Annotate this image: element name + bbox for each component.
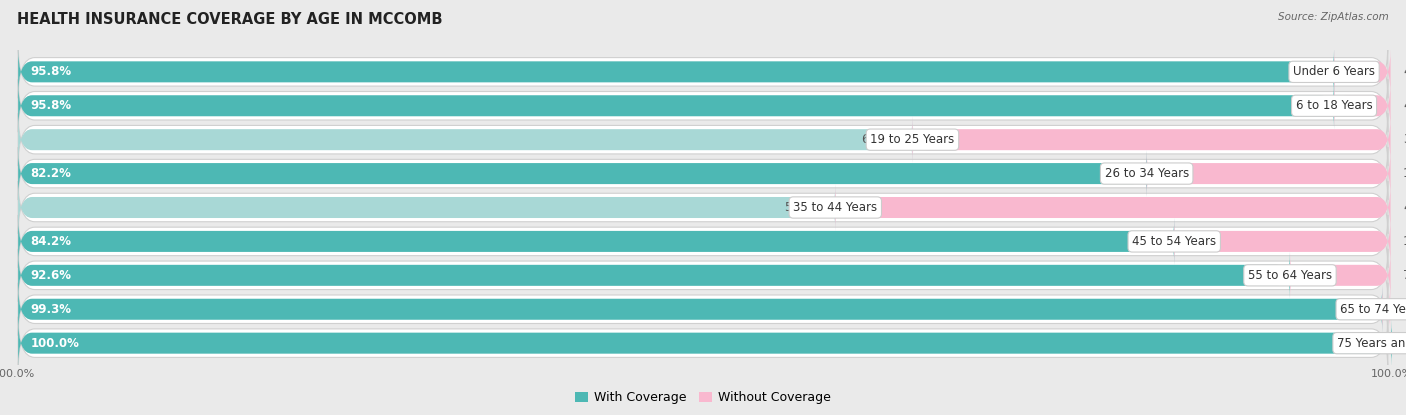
FancyBboxPatch shape xyxy=(18,147,1388,200)
FancyBboxPatch shape xyxy=(18,181,1388,234)
FancyBboxPatch shape xyxy=(18,286,1382,333)
Text: 45 to 54 Years: 45 to 54 Years xyxy=(1132,235,1216,248)
Text: 26 to 34 Years: 26 to 34 Years xyxy=(1105,167,1189,180)
FancyBboxPatch shape xyxy=(18,79,1388,132)
Text: 15.8%: 15.8% xyxy=(1403,235,1406,248)
Text: 4.2%: 4.2% xyxy=(1403,99,1406,112)
Text: 92.6%: 92.6% xyxy=(31,269,72,282)
Text: 6 to 18 Years: 6 to 18 Years xyxy=(1296,99,1372,112)
FancyBboxPatch shape xyxy=(18,113,1388,166)
FancyBboxPatch shape xyxy=(18,150,1147,197)
FancyBboxPatch shape xyxy=(18,317,1388,370)
FancyBboxPatch shape xyxy=(1334,49,1391,95)
Text: 75 Years and older: 75 Years and older xyxy=(1337,337,1406,350)
FancyBboxPatch shape xyxy=(18,252,1289,299)
FancyBboxPatch shape xyxy=(912,116,1391,163)
FancyBboxPatch shape xyxy=(18,116,912,163)
Text: 65.2%: 65.2% xyxy=(862,133,898,146)
Text: Source: ZipAtlas.com: Source: ZipAtlas.com xyxy=(1278,12,1389,22)
FancyBboxPatch shape xyxy=(18,82,1334,129)
Text: 95.8%: 95.8% xyxy=(31,99,72,112)
Legend: With Coverage, Without Coverage: With Coverage, Without Coverage xyxy=(571,386,835,410)
Text: 95.8%: 95.8% xyxy=(31,65,72,78)
FancyBboxPatch shape xyxy=(18,218,1174,265)
FancyBboxPatch shape xyxy=(18,249,1388,302)
FancyBboxPatch shape xyxy=(18,49,1334,95)
FancyBboxPatch shape xyxy=(1174,218,1391,265)
FancyBboxPatch shape xyxy=(18,283,1388,336)
FancyBboxPatch shape xyxy=(1376,286,1396,333)
Text: 35 to 44 Years: 35 to 44 Years xyxy=(793,201,877,214)
Text: 17.8%: 17.8% xyxy=(1403,167,1406,180)
Text: 65 to 74 Years: 65 to 74 Years xyxy=(1340,303,1406,316)
FancyBboxPatch shape xyxy=(18,215,1388,268)
FancyBboxPatch shape xyxy=(1334,82,1391,129)
Text: 100.0%: 100.0% xyxy=(31,337,80,350)
Text: 55 to 64 Years: 55 to 64 Years xyxy=(1249,269,1331,282)
Text: 4.2%: 4.2% xyxy=(1403,65,1406,78)
Text: 99.3%: 99.3% xyxy=(31,303,72,316)
Text: 34.8%: 34.8% xyxy=(1403,133,1406,146)
Text: 84.2%: 84.2% xyxy=(31,235,72,248)
Text: HEALTH INSURANCE COVERAGE BY AGE IN MCCOMB: HEALTH INSURANCE COVERAGE BY AGE IN MCCO… xyxy=(17,12,443,27)
FancyBboxPatch shape xyxy=(835,184,1391,231)
Text: 7.4%: 7.4% xyxy=(1403,269,1406,282)
FancyBboxPatch shape xyxy=(18,45,1388,98)
Text: Under 6 Years: Under 6 Years xyxy=(1294,65,1375,78)
Text: 59.6%: 59.6% xyxy=(785,201,821,214)
FancyBboxPatch shape xyxy=(1289,252,1391,299)
Text: 82.2%: 82.2% xyxy=(31,167,72,180)
FancyBboxPatch shape xyxy=(18,320,1392,366)
FancyBboxPatch shape xyxy=(18,184,835,231)
FancyBboxPatch shape xyxy=(1147,150,1391,197)
Text: 19 to 25 Years: 19 to 25 Years xyxy=(870,133,955,146)
Text: 40.4%: 40.4% xyxy=(1403,201,1406,214)
Text: 0.67%: 0.67% xyxy=(1403,303,1406,316)
